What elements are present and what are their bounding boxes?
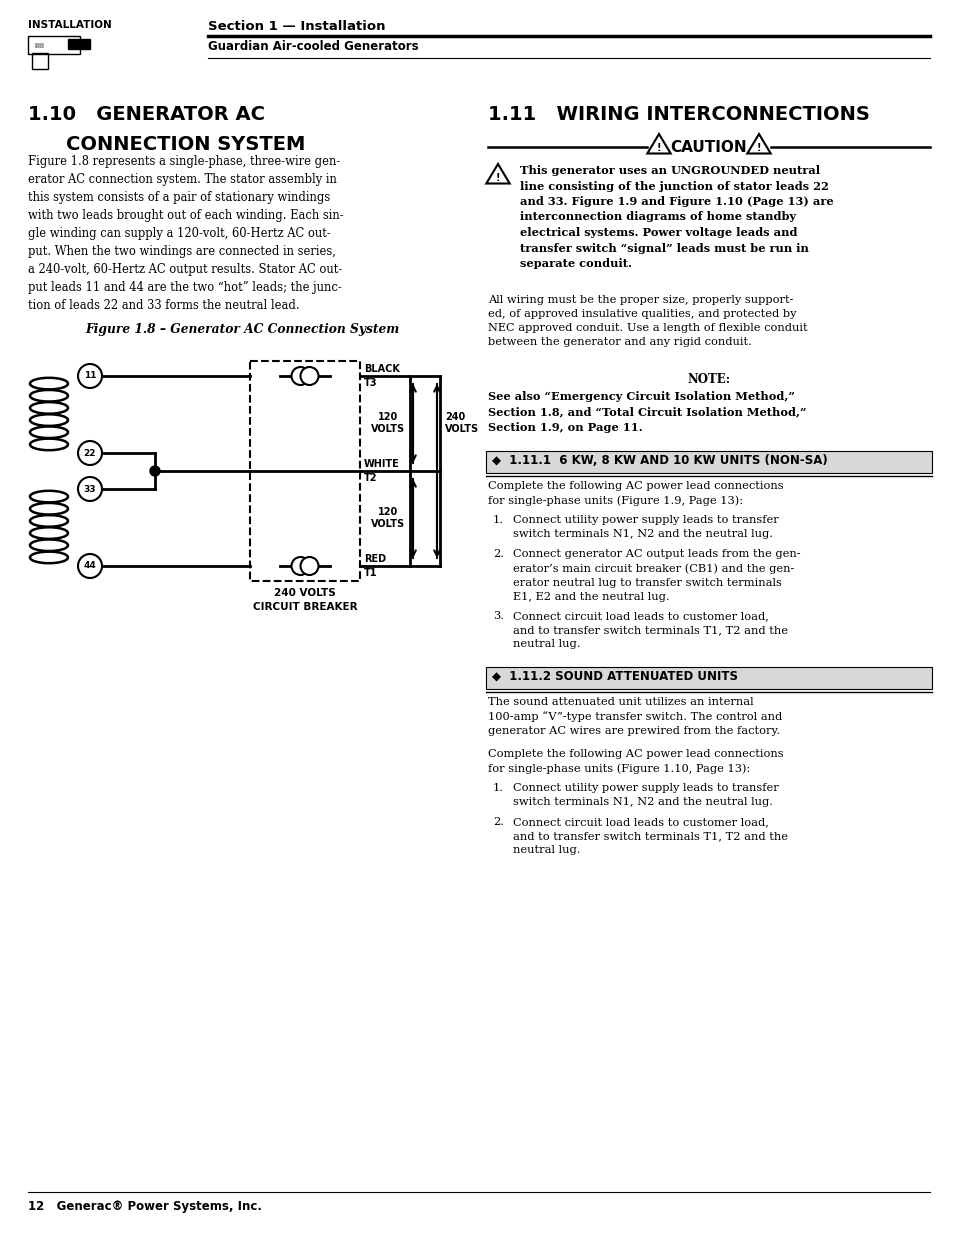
Text: T2: T2 (364, 473, 377, 483)
Text: 3.: 3. (493, 611, 503, 621)
Text: 1.: 1. (493, 783, 503, 793)
Bar (68, 40, 90, 49)
Text: 1.: 1. (493, 515, 503, 525)
Bar (250, 361, 359, 580)
Text: Section 1 — Installation: Section 1 — Installation (208, 20, 385, 33)
Text: VOLTS: VOLTS (371, 424, 405, 433)
Text: 1.11   WIRING INTERCONNECTIONS: 1.11 WIRING INTERCONNECTIONS (488, 105, 869, 124)
Text: Connect generator AC output leads from the gen-
erator’s main circuit breaker (C: Connect generator AC output leads from t… (513, 550, 800, 601)
Circle shape (300, 557, 318, 576)
Text: INSTALLATION: INSTALLATION (28, 20, 112, 30)
Bar (485, 451, 931, 473)
Text: See also “Emergency Circuit Isolation Method,”
Section 1.8, and “Total Circuit I: See also “Emergency Circuit Isolation Me… (488, 391, 805, 433)
Text: Figure 1.8 – Generator AC Connection System: Figure 1.8 – Generator AC Connection Sys… (85, 324, 398, 336)
Text: Complete the following AC power lead connections
for single-phase units (Figure : Complete the following AC power lead con… (488, 480, 782, 506)
Text: 33: 33 (84, 484, 96, 494)
Text: 120: 120 (377, 412, 397, 422)
Text: !: ! (656, 143, 660, 153)
Circle shape (292, 367, 309, 385)
Text: 22: 22 (84, 448, 96, 457)
Text: Connect utility power supply leads to transfer
switch terminals N1, N2 and the n: Connect utility power supply leads to tr… (513, 515, 778, 538)
Text: Connect utility power supply leads to transfer
switch terminals N1, N2 and the n: Connect utility power supply leads to tr… (513, 783, 778, 806)
Text: CIRCUIT BREAKER: CIRCUIT BREAKER (253, 601, 357, 613)
Text: RED: RED (364, 555, 386, 564)
Circle shape (78, 441, 102, 466)
Text: !: ! (756, 143, 760, 153)
Text: The sound attenuated unit utilizes an internal
100-amp “V”-type transfer switch.: The sound attenuated unit utilizes an in… (488, 697, 781, 736)
Text: 11: 11 (84, 372, 96, 380)
Text: 2.: 2. (493, 550, 503, 559)
Circle shape (78, 555, 102, 578)
Circle shape (78, 477, 102, 501)
Text: 44: 44 (84, 562, 96, 571)
Bar (485, 667, 931, 689)
Text: Figure 1.8 represents a single-phase, three-wire gen-
erator AC connection syste: Figure 1.8 represents a single-phase, th… (28, 156, 343, 312)
Text: CAUTION: CAUTION (670, 140, 746, 154)
Text: BLACK: BLACK (364, 364, 399, 374)
Text: IIIII: IIIII (34, 43, 44, 49)
Text: 12   Generac® Power Systems, Inc.: 12 Generac® Power Systems, Inc. (28, 1200, 262, 1213)
Text: ◆  1.11.1  6 KW, 8 KW AND 10 KW UNITS (NON-SA): ◆ 1.11.1 6 KW, 8 KW AND 10 KW UNITS (NON… (492, 454, 827, 467)
Text: T3: T3 (364, 378, 377, 388)
Text: Connect circuit load leads to customer load,
and to transfer switch terminals T1: Connect circuit load leads to customer l… (513, 818, 787, 855)
Polygon shape (486, 164, 509, 184)
Text: ◆  1.11.2 SOUND ATTENUATED UNITS: ◆ 1.11.2 SOUND ATTENUATED UNITS (492, 671, 738, 683)
Polygon shape (746, 135, 770, 153)
Circle shape (150, 466, 160, 475)
Text: CONNECTION SYSTEM: CONNECTION SYSTEM (66, 135, 305, 154)
Text: VOLTS: VOLTS (444, 424, 478, 433)
Text: Complete the following AC power lead connections
for single-phase units (Figure : Complete the following AC power lead con… (488, 748, 782, 774)
Circle shape (78, 364, 102, 388)
Circle shape (300, 367, 318, 385)
Text: 120: 120 (377, 508, 397, 517)
Bar (32, 53, 48, 69)
Text: 2.: 2. (493, 818, 503, 827)
Text: NOTE:: NOTE: (687, 373, 730, 387)
Circle shape (292, 557, 309, 576)
Text: 1.10   GENERATOR AC: 1.10 GENERATOR AC (28, 105, 265, 124)
Text: All wiring must be the proper size, properly support-
ed, of approved insulative: All wiring must be the proper size, prop… (488, 295, 807, 347)
Text: T1: T1 (364, 568, 377, 578)
Text: VOLTS: VOLTS (371, 519, 405, 529)
Text: !: ! (496, 173, 499, 183)
Text: Guardian Air-cooled Generators: Guardian Air-cooled Generators (208, 40, 418, 53)
Bar (28, 36, 80, 54)
Polygon shape (647, 135, 670, 153)
Text: Connect circuit load leads to customer load,
and to transfer switch terminals T1: Connect circuit load leads to customer l… (513, 611, 787, 650)
Text: This generator uses an UNGROUNDED neutral
line consisting of the junction of sta: This generator uses an UNGROUNDED neutra… (519, 165, 833, 269)
Text: WHITE: WHITE (364, 459, 399, 469)
Text: 240 VOLTS: 240 VOLTS (274, 588, 335, 598)
Text: 240: 240 (444, 412, 465, 422)
